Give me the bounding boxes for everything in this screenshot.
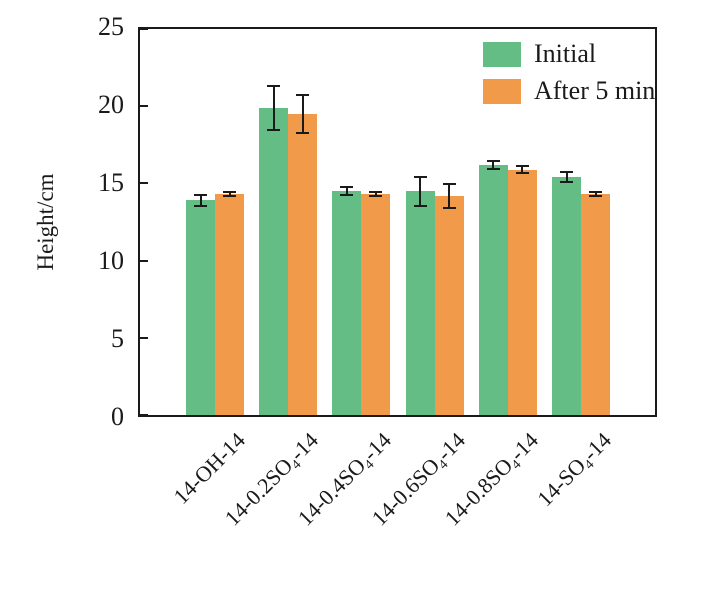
error-bar: [228, 191, 231, 198]
legend-item-initial: Initial: [483, 41, 655, 67]
error-bar: [492, 160, 495, 170]
bar-after-5-min-14-0.8SO4-14: [507, 169, 537, 415]
error-bar-cap: [486, 167, 500, 170]
y-axis-tick: [140, 336, 148, 339]
error-bar-cap: [515, 172, 529, 175]
error-bar: [565, 171, 568, 184]
error-bar-cap: [340, 193, 354, 196]
legend-swatch-after-5-min: [483, 78, 521, 104]
bar-initial-14-OH-14: [186, 200, 215, 415]
bar-initial-14-SO4-14: [552, 177, 581, 415]
error-bar-cap: [589, 191, 602, 194]
error-bar-cap: [267, 128, 281, 131]
error-bar: [521, 164, 524, 175]
error-bar: [419, 175, 422, 207]
y-axis-tick: [140, 105, 148, 108]
bar-initial-14-0.4SO4-14: [332, 191, 362, 415]
bar-after-5-min-14-0.4SO4-14: [361, 194, 391, 415]
error-bar-cap: [340, 186, 354, 189]
error-bar-cap: [560, 171, 573, 174]
error-bar: [345, 186, 348, 196]
legend: Initial After 5 min: [483, 41, 655, 104]
error-bar-cap: [296, 131, 310, 134]
error-bar: [199, 194, 202, 207]
legend-item-after-5-min: After 5 min: [483, 78, 655, 104]
error-bar-cap: [369, 195, 383, 198]
error-bar: [272, 84, 275, 131]
error-bar-cap: [194, 204, 207, 207]
y-axis-tick: [140, 259, 148, 262]
bar-chart: Height/cm 0 5 10 15 20 25 14-OH-14 14-0.2SO4-1…: [33, 12, 657, 531]
y-axis-tick: [140, 414, 148, 416]
error-bar-cap: [296, 93, 310, 96]
error-bar-cap: [442, 182, 456, 185]
y-tick-label: 0: [111, 402, 124, 431]
error-bar-cap: [369, 191, 383, 194]
legend-label-initial: Initial: [534, 39, 597, 68]
plot-area: [138, 27, 657, 417]
error-bar: [594, 191, 597, 198]
y-axis-tick: [140, 28, 148, 30]
error-bar-cap: [413, 204, 427, 207]
bar-initial-14-0.6SO4-14: [405, 191, 435, 415]
error-bar-cap: [223, 195, 236, 198]
error-bar: [374, 191, 377, 198]
y-tick-label: 20: [98, 90, 124, 119]
bar-after-5-min-14-OH-14: [215, 194, 244, 415]
y-tick-label: 15: [98, 168, 124, 197]
error-bar-cap: [413, 175, 427, 178]
error-bar-cap: [223, 191, 236, 194]
error-bar: [448, 182, 451, 209]
error-bar-cap: [589, 195, 602, 198]
error-bar: [301, 93, 304, 134]
y-tick-label: 5: [111, 324, 124, 353]
error-bar-cap: [194, 194, 207, 197]
y-tick-label: 10: [98, 246, 124, 275]
bar-after-5-min-14-0.2SO4-14: [288, 113, 318, 415]
bar-initial-14-0.2SO4-14: [259, 107, 289, 415]
error-bar-cap: [442, 206, 456, 209]
bar-after-5-min-14-0.6SO4-14: [434, 195, 464, 415]
bar-initial-14-0.8SO4-14: [478, 164, 508, 415]
error-bar-cap: [515, 164, 529, 167]
legend-label-after-5-min: After 5 min: [534, 76, 656, 105]
bar-after-5-min-14-SO4-14: [581, 194, 610, 415]
y-axis-tick: [140, 182, 148, 185]
y-tick-label: 25: [98, 12, 124, 41]
error-bar-cap: [486, 160, 500, 163]
error-bar-cap: [267, 84, 281, 87]
legend-swatch-initial: [483, 41, 521, 67]
error-bar-cap: [560, 181, 573, 184]
